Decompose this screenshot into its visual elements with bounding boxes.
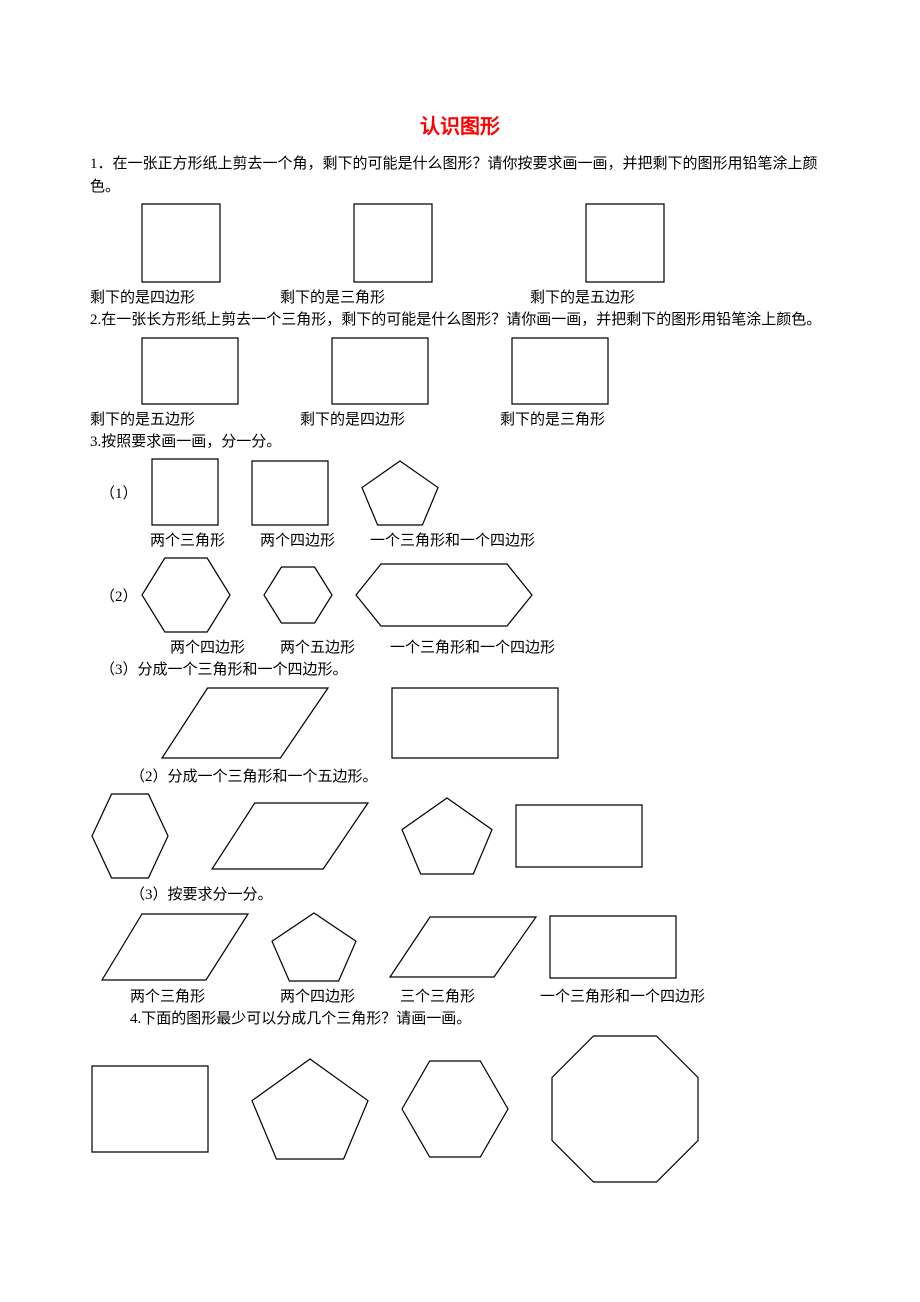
shape-hexagon <box>140 556 232 634</box>
caption: 两个四边形 <box>170 636 280 657</box>
shape-pentagon <box>360 459 440 527</box>
shape-square <box>140 202 222 284</box>
shape-square <box>150 457 220 527</box>
caption: 剩下的是五边形 <box>90 408 300 429</box>
q4-shapes-row <box>90 1034 830 1184</box>
q1-text: 1．在一张正方形纸上剪去一个角，剩下的可能是什么图形？请你按要求画一画，并把剩下… <box>90 153 830 198</box>
q3-sub3-label: （3）分成一个三角形和一个四边形。 <box>90 659 830 682</box>
shape-pentagon <box>270 911 358 983</box>
caption: 一个三角形和一个四边形 <box>370 529 535 550</box>
caption: 两个三角形 <box>130 985 280 1006</box>
q3-sub1-label: （1） <box>90 482 140 503</box>
q2-shapes-row <box>90 336 830 406</box>
q2-captions: 剩下的是五边形剩下的是四边形剩下的是三角形 <box>90 408 830 429</box>
caption: 两个三角形 <box>150 529 260 550</box>
shape-square <box>352 202 434 284</box>
q3-sub4-label: （2）分成一个三角形和一个五边形。 <box>90 766 830 789</box>
caption: 两个五边形 <box>280 636 390 657</box>
worksheet-page: 认识图形 1．在一张正方形纸上剪去一个角，剩下的可能是什么图形？请你按要求画一画… <box>0 0 920 1224</box>
page-title: 认识图形 <box>90 110 830 139</box>
shape-rect <box>90 1064 210 1154</box>
shape-rect <box>390 686 560 760</box>
q3-sub2-captions: 两个四边形两个五边形一个三角形和一个四边形 <box>90 636 830 657</box>
q1-captions: 剩下的是四边形剩下的是三角形剩下的是五边形 <box>90 286 830 307</box>
caption: 两个四边形 <box>280 985 400 1006</box>
shape-pentagon <box>400 796 494 876</box>
shape-hexagon <box>90 792 170 880</box>
q3-sub3-row <box>90 686 830 760</box>
shape-parallelogram <box>388 915 538 979</box>
q3-sub5-row <box>90 911 830 983</box>
caption: 剩下的是四边形 <box>90 286 280 307</box>
shape-square <box>250 459 330 527</box>
q3-sub1-row: （1） <box>90 457 830 527</box>
q4-text: 4.下面的图形最少可以分成几个三角形？请画一画。 <box>90 1008 830 1031</box>
shape-octagon <box>550 1034 700 1184</box>
shape-hexagon <box>262 565 334 625</box>
q3-sub5-captions: 两个三角形两个四边形三个三角形一个三角形和一个四边形 <box>90 985 830 1006</box>
shape-parallelogram <box>210 801 370 871</box>
shape-hexagon <box>400 1059 510 1159</box>
caption: 一个三角形和一个四边形 <box>390 636 555 657</box>
q3-sub1-captions: 两个三角形两个四边形一个三角形和一个四边形 <box>90 529 830 550</box>
shape-rect <box>330 336 430 406</box>
caption: 三个三角形 <box>400 985 540 1006</box>
caption: 剩下的是三角形 <box>280 286 530 307</box>
shape-parallelogram <box>160 686 330 760</box>
caption: 一个三角形和一个四边形 <box>540 985 705 1006</box>
q3-sub4-row <box>90 792 830 880</box>
q2-text: 2.在一张长方形纸上剪去一个三角形，剩下的可能是什么图形？请你画一画，并把剩下的… <box>90 309 830 332</box>
shape-rect <box>140 336 240 406</box>
shape-parallelogram <box>100 912 250 982</box>
caption: 剩下的是四边形 <box>300 408 500 429</box>
caption: 剩下的是五边形 <box>530 286 635 307</box>
shape-rect <box>514 803 644 869</box>
shape-pentagon <box>250 1057 370 1161</box>
shape-rect <box>548 914 678 980</box>
shape-rect <box>510 336 610 406</box>
caption: 两个四边形 <box>260 529 370 550</box>
q3-sub5-label: （3）按要求分一分。 <box>90 884 830 907</box>
caption: 剩下的是三角形 <box>500 408 605 429</box>
q3-sub2-row: （2） <box>90 556 830 634</box>
shape-square <box>584 202 666 284</box>
shape-hexflat <box>354 562 534 628</box>
q1-shapes-row <box>90 202 830 284</box>
q3-sub2-label: （2） <box>90 585 140 606</box>
q3-text: 3.按照要求画一画，分一分。 <box>90 431 830 454</box>
